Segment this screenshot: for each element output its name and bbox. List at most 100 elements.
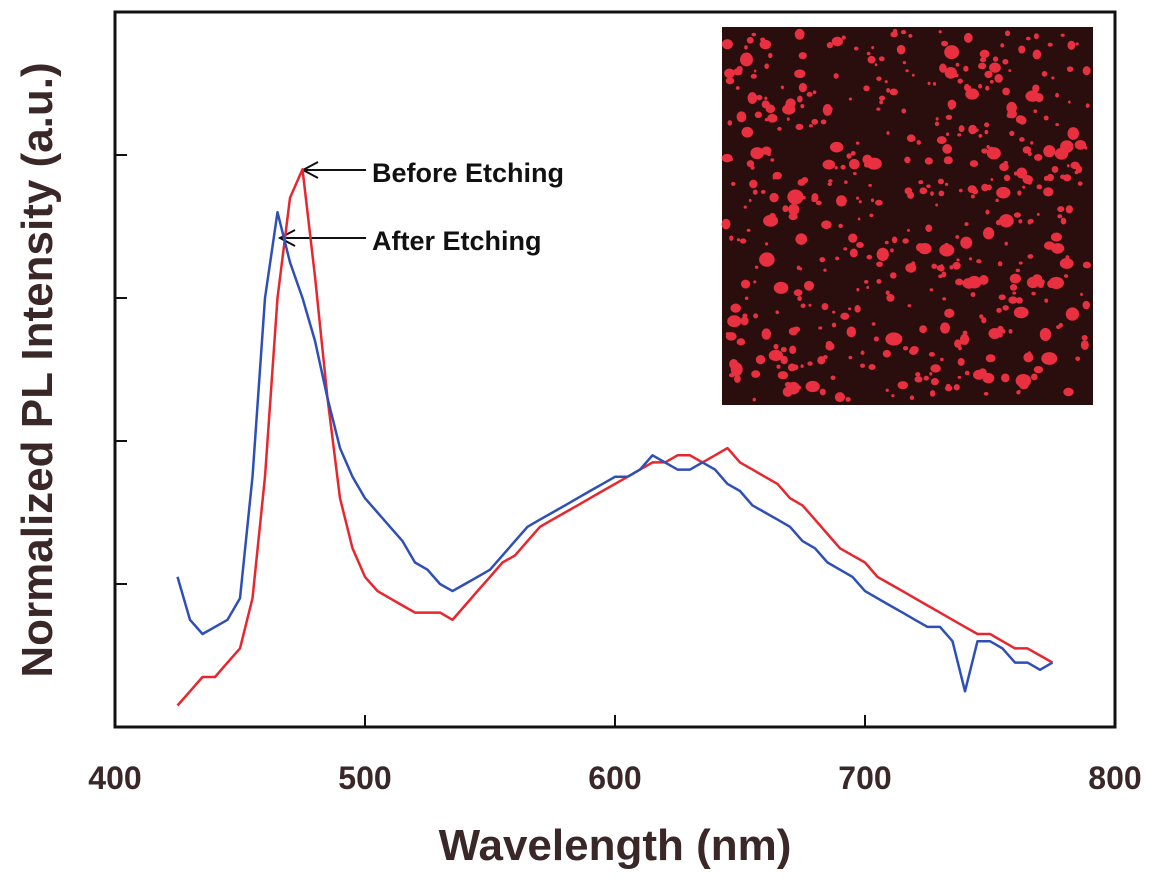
inset-dot	[1016, 390, 1021, 395]
inset-dot	[812, 90, 817, 95]
inset-dot	[1009, 284, 1018, 291]
inset-dot	[744, 45, 748, 50]
inset-dot	[978, 134, 983, 138]
inset-dot	[848, 233, 858, 243]
inset-dot	[975, 128, 979, 132]
inset-dot	[992, 56, 999, 62]
inset-dot	[995, 198, 999, 203]
inset-dot	[940, 322, 950, 334]
inset-dot	[780, 346, 787, 353]
inset-dot	[798, 52, 807, 60]
inset-dot	[918, 180, 924, 185]
inset-dot	[945, 156, 950, 162]
inset-dot	[1002, 58, 1009, 65]
inset-dot	[1002, 305, 1009, 311]
inset-dot	[777, 371, 789, 380]
inset-dot	[843, 247, 848, 251]
inset-dot	[968, 124, 977, 135]
inset-dot	[855, 141, 860, 145]
inset-dot	[863, 162, 871, 168]
inset-dot	[1014, 310, 1019, 315]
inset-dot	[981, 148, 988, 154]
inset-dot	[942, 144, 953, 154]
inset-dot	[768, 52, 773, 59]
inset-dot	[963, 65, 969, 72]
inset-dot	[750, 73, 757, 79]
inset-dot	[907, 228, 910, 232]
inset-dot	[759, 252, 775, 267]
inset-dot	[999, 214, 1014, 228]
inset-dot	[769, 212, 776, 219]
inset-dot	[1015, 297, 1023, 304]
inset-dot	[985, 354, 996, 363]
inset-dot	[957, 133, 962, 137]
inset-dot	[878, 95, 886, 101]
inset-dot	[1041, 352, 1058, 365]
x-axis-title: Wavelength (nm)	[439, 821, 792, 870]
inset-dot	[949, 265, 954, 270]
inset-dot	[736, 65, 743, 73]
inset-dot	[1066, 66, 1074, 72]
inset-dot	[1012, 291, 1017, 295]
inset-dot	[860, 363, 866, 368]
inset-dot	[979, 314, 984, 319]
inset-dot	[989, 79, 994, 84]
inset-dot	[998, 294, 1006, 301]
inset-dot	[876, 76, 882, 81]
inset-dot	[997, 325, 1004, 334]
inset-dot	[957, 375, 962, 379]
inset-dot	[996, 186, 1011, 199]
inset-dot	[808, 124, 813, 128]
annotation: After Etching	[372, 226, 542, 256]
inset-dot	[924, 157, 933, 165]
inset-image	[722, 27, 1093, 405]
inset-dot	[889, 88, 898, 96]
inset-dot	[845, 397, 851, 402]
inset-dot	[1003, 174, 1011, 182]
inset-dot	[908, 33, 913, 38]
inset-dot	[770, 158, 775, 162]
inset-dot	[811, 193, 819, 202]
inset-dot	[964, 222, 969, 226]
inset-dot	[1030, 373, 1038, 381]
inset-dot	[965, 88, 980, 100]
inset-dot	[866, 157, 882, 170]
inset-dot	[835, 256, 840, 261]
inset-dot	[909, 395, 915, 401]
inset-dot	[902, 346, 909, 351]
inset-dot	[797, 385, 801, 390]
inset-dot	[1066, 164, 1070, 168]
annotation-arrowhead	[277, 229, 296, 247]
inset-dot	[926, 184, 931, 189]
inset-dot	[1027, 219, 1032, 225]
inset-dot	[799, 267, 803, 271]
inset-dot	[746, 160, 755, 168]
inset-dot	[871, 45, 875, 50]
inset-dot	[792, 326, 801, 333]
inset-dot	[772, 171, 782, 180]
inset-dot	[986, 145, 990, 149]
inset-dot	[753, 313, 759, 319]
inset-dot	[852, 171, 857, 176]
inset-dot	[1021, 380, 1029, 387]
inset-dot	[848, 355, 853, 360]
inset-dot	[1060, 33, 1065, 37]
inset-dot	[890, 31, 898, 38]
inset-dot	[876, 107, 881, 111]
inset-dot	[846, 153, 852, 159]
inset-dot	[844, 180, 848, 185]
inset-dot	[1023, 352, 1034, 363]
inset-dot	[727, 315, 742, 328]
inset-dot	[1016, 167, 1028, 179]
inset-dot	[1004, 241, 1008, 246]
inset-dot	[941, 271, 947, 278]
inset-dot	[911, 73, 915, 77]
inset-dot	[1033, 109, 1038, 114]
inset-dot	[838, 223, 843, 229]
inset-dot	[820, 119, 827, 125]
inset-dot	[936, 265, 944, 271]
inset-dot	[963, 32, 973, 43]
inset-dot	[725, 77, 735, 85]
inset-dot	[885, 290, 890, 295]
inset-dot	[1033, 33, 1039, 40]
